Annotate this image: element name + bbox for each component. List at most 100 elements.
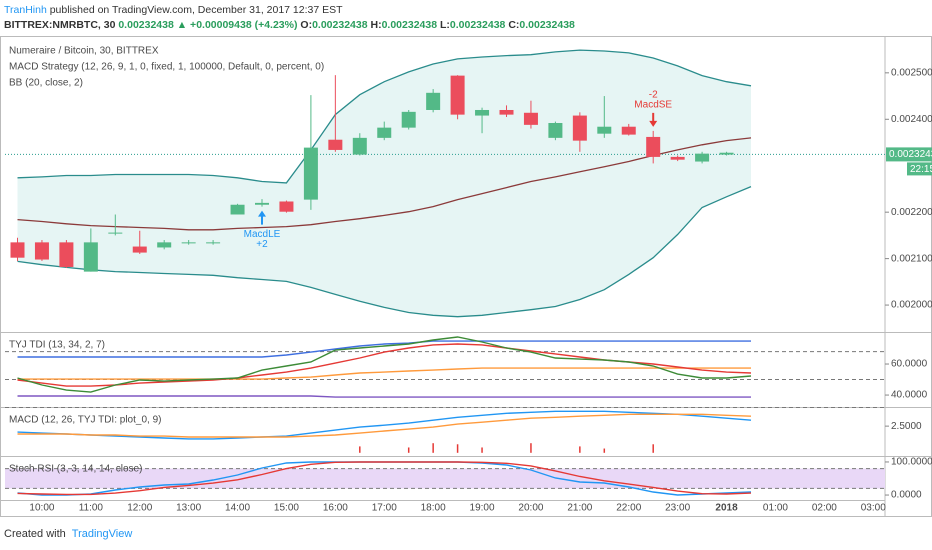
x-tick-label: 01:00 [763,503,788,514]
published: published on TradingView.com, December 3… [49,4,343,16]
y-tick-label: 0.00240000 [891,114,932,125]
ohlc-o: O: [300,19,313,31]
indicator-line [17,413,752,438]
y-tick-label: 60.0000 [891,359,928,370]
candle-body [255,202,269,205]
signal-arrow [649,112,658,127]
created: Created with [4,528,66,540]
signal-amount: +2 [256,239,268,250]
candle-body [548,122,563,138]
signal-text: MacdSE [634,100,672,111]
indicator-line [17,340,751,358]
candle-body [206,242,221,244]
y-tick-label: 40.0000 [891,390,928,401]
candle-body [450,75,465,115]
ohlc-h-value: 0.00232438 [381,19,438,31]
histogram-bar [481,447,483,453]
y-tick-label: 0.00220000 [891,207,932,218]
x-tick-label: 13:00 [176,503,201,514]
histogram-bar [603,448,606,453]
pane-title: MACD (12, 26, TYJ TDI: plot_0, 9) [9,415,161,426]
indicator-line [17,410,752,440]
level-band [5,468,885,489]
candle-body [401,111,416,128]
indicator-line [17,395,751,398]
y-tick-label: 0.00250000 [891,67,932,78]
y-tick-label: 0.00210000 [891,253,932,264]
x-tick-label: 15:00 [274,503,299,514]
histogram-bar [407,447,410,453]
x-tick-label: 02:00 [812,503,837,514]
x-tick-label: 11:00 [79,503,104,514]
x-tick-label: 20:00 [518,503,543,514]
author-link[interactable]: TranHinh [4,4,47,16]
last: 0.00232438 [118,19,174,31]
pane-title: Stoch RSI (3, 3, 14, 14, close) [9,464,142,475]
x-tick-label: 10:00 [29,503,54,514]
x-tick-label: 2018 [715,503,738,514]
ohlc-l-value: 0.00232438 [449,19,506,31]
x-tick-label: 14:00 [225,503,250,514]
candle-body [34,242,49,260]
candle-body [108,232,123,234]
x-tick-label: 21:00 [567,503,592,514]
brand[interactable]: TradingView [71,528,133,540]
y-tick-label: 0.0000 [891,490,922,501]
candle-body [132,246,147,253]
bb-line [17,49,752,184]
indicator-line [17,367,751,380]
histogram-bar [579,446,581,453]
candle-body [719,152,734,155]
y-tick-label: 100.0000 [891,457,932,468]
footer: Created with TradingView [4,528,132,540]
ohlc-o-value: 0.00232438 [312,19,368,31]
y-tick-label: 0.00200000 [891,300,932,311]
histogram-bar [530,443,532,453]
histogram-bar [432,443,434,453]
pane-title: TYJ TDI (13, 34, 2, 7) [9,340,105,351]
y-tick-label: 2.5000 [891,421,922,432]
candle-body [157,242,172,248]
x-tick-label: 23:00 [665,503,690,514]
candle-body [597,126,612,134]
candle-body [523,112,538,125]
x-tick-label: 22:00 [616,503,641,514]
candle-body [59,242,74,267]
indicator-line [17,336,752,393]
candle-body [499,109,514,115]
candle-body [279,201,294,212]
x-tick-label: 16:00 [323,503,348,514]
change: ▲ +0.00009438 (+4.23%) [176,19,298,31]
histogram-bar [652,444,654,453]
candle-body [377,127,392,138]
x-tick-label: 12:00 [127,503,152,514]
countdown: 22:15 [910,164,932,175]
bb-line [17,185,752,318]
pane-legend: BB (20, close, 2) [9,78,83,89]
bb-line [17,137,752,231]
pane-legend: MACD Strategy (12, 26, 9, 1, 0, fixed, 1… [9,62,324,73]
x-tick-label: 17:00 [372,503,397,514]
ohlc-h: H: [370,19,382,31]
ohlc-c: C: [508,19,520,31]
histogram-bar [456,444,459,453]
symbol: BITTREX:NMRBTC, 30 [4,19,116,31]
signal-amount: -2 [649,90,658,101]
candle-body [670,156,685,160]
histogram-bar [359,446,361,453]
x-tick-label: 03:00 [861,503,886,514]
candle-body [328,139,343,150]
indicator-line [17,461,752,496]
signal-arrow [258,210,266,225]
header: TranHinh published on TradingView.com, D… [4,3,575,33]
ohlc-l: L: [439,19,450,31]
candle-body [646,136,661,157]
candle-body [10,242,25,258]
candle-body [352,137,367,155]
countdown-bg [907,162,932,176]
last-price-label: 0.00232438 [889,149,932,160]
band-fill [17,50,751,317]
x-tick-label: 18:00 [421,503,446,514]
